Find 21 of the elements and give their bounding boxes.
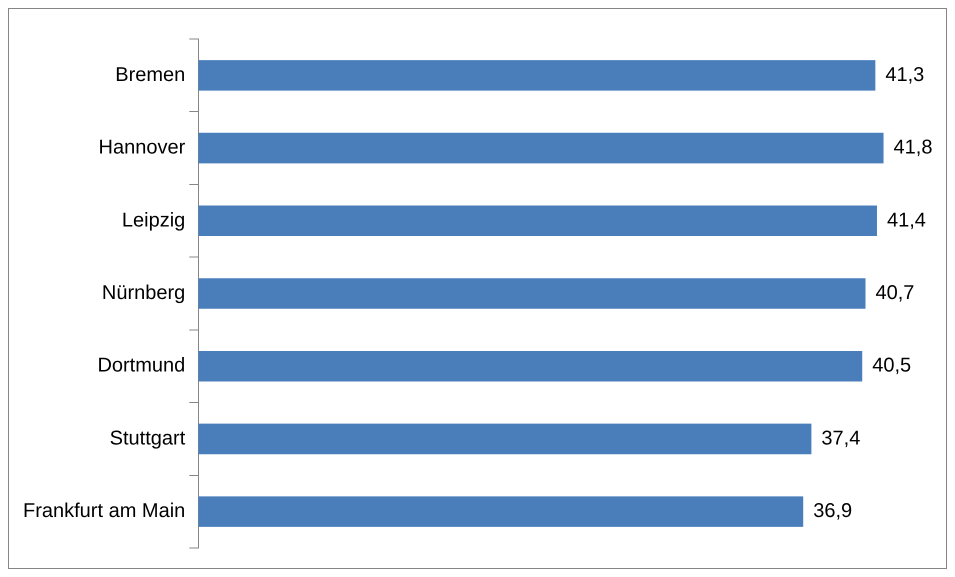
bar: [198, 350, 862, 382]
y-tick-label: Frankfurt am Main: [23, 500, 186, 522]
y-tick-label: Leipzig: [122, 209, 186, 232]
bar: [198, 60, 876, 91]
y-tick-label: Bremen: [115, 64, 186, 86]
bar: [198, 132, 884, 164]
data-label: 40,5: [872, 354, 912, 377]
data-label: 37,4: [821, 427, 860, 450]
y-tick-label: Dortmund: [97, 354, 186, 377]
bar: [198, 278, 866, 309]
bar: [198, 424, 812, 454]
y-tick-label: Stuttgart: [110, 427, 186, 450]
data-label: 41,3: [885, 64, 924, 86]
bar: [198, 206, 877, 236]
data-label: 41,4: [886, 209, 926, 232]
data-label: 41,8: [894, 136, 932, 159]
bar: [198, 496, 804, 527]
data-label: 40,7: [876, 282, 914, 304]
data-label: 36,9: [813, 500, 852, 522]
y-tick-label: Hannover: [98, 136, 186, 159]
y-tick-label: Nürnberg: [102, 282, 186, 304]
